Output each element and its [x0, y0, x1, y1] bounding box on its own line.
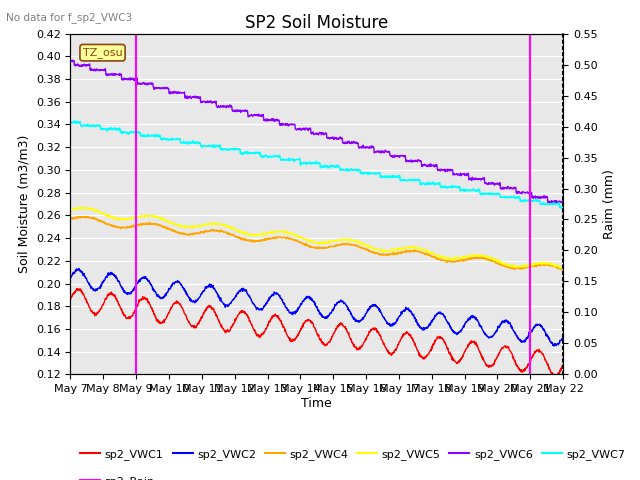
sp2_VWC5: [125, 216, 132, 221]
Line: sp2_VWC1: sp2_VWC1: [70, 288, 563, 376]
sp2_VWC4: [125, 224, 132, 229]
sp2_VWC6: [69, 57, 77, 63]
Y-axis label: Raim (mm): Raim (mm): [604, 169, 616, 239]
sp2_VWC5: [286, 230, 294, 236]
sp2_VWC2: [67, 275, 74, 280]
sp2_VWC6: [559, 199, 567, 204]
sp2_VWC5: [559, 266, 567, 272]
sp2_VWC2: [105, 272, 113, 278]
sp2_VWC5: [276, 228, 284, 234]
sp2_VWC1: [105, 292, 113, 298]
sp2_VWC4: [348, 242, 355, 248]
Line: sp2_VWC6: sp2_VWC6: [70, 60, 563, 204]
sp2_VWC1: [125, 316, 132, 322]
sp2_VWC5: [105, 215, 113, 220]
sp2_VWC7: [105, 125, 113, 131]
Line: sp2_VWC5: sp2_VWC5: [70, 207, 563, 269]
sp2_VWC6: [276, 122, 284, 128]
sp2_VWC7: [276, 153, 284, 159]
sp2_VWC7: [70, 118, 78, 124]
sp2_VWC7: [286, 157, 294, 163]
sp2_VWC4: [559, 267, 567, 273]
sp2_VWC2: [276, 292, 284, 298]
Text: TZ_osu: TZ_osu: [83, 47, 122, 58]
sp2_VWC1: [348, 336, 355, 342]
sp2_VWC5: [80, 204, 88, 210]
sp2_VWC1: [276, 316, 284, 322]
sp2_VWC2: [286, 310, 294, 315]
sp2_VWC2: [125, 290, 132, 296]
sp2_VWC2: [550, 343, 557, 349]
sp2_VWC4: [286, 236, 294, 241]
sp2_VWC7: [295, 156, 303, 162]
sp2_VWC4: [105, 222, 113, 228]
sp2_VWC4: [295, 239, 303, 245]
sp2_VWC6: [67, 59, 74, 64]
sp2_VWC6: [125, 75, 132, 81]
sp2_VWC5: [295, 234, 303, 240]
sp2_VWC4: [559, 268, 566, 274]
sp2_VWC2: [559, 334, 567, 340]
sp2_VWC4: [82, 214, 90, 219]
sp2_VWC6: [348, 140, 355, 145]
sp2_VWC6: [559, 201, 566, 206]
sp2_VWC5: [67, 207, 74, 213]
Line: sp2_VWC4: sp2_VWC4: [70, 216, 563, 271]
sp2_VWC6: [286, 121, 294, 127]
X-axis label: Time: Time: [301, 397, 332, 410]
sp2_VWC7: [557, 205, 565, 211]
sp2_VWC1: [551, 373, 559, 379]
sp2_VWC2: [295, 305, 303, 311]
Line: sp2_VWC2: sp2_VWC2: [70, 268, 563, 346]
sp2_VWC2: [348, 311, 355, 316]
Y-axis label: Soil Moisture (m3/m3): Soil Moisture (m3/m3): [17, 135, 30, 273]
sp2_VWC4: [67, 217, 74, 223]
sp2_VWC5: [348, 237, 355, 243]
Line: sp2_VWC7: sp2_VWC7: [70, 121, 563, 208]
Legend: sp2_Rain: sp2_Rain: [76, 472, 159, 480]
Text: No data for f_sp2_VWC3: No data for f_sp2_VWC3: [6, 12, 132, 23]
sp2_VWC6: [295, 127, 303, 132]
sp2_VWC7: [125, 130, 132, 136]
sp2_VWC1: [73, 286, 81, 291]
sp2_VWC7: [559, 204, 567, 210]
sp2_VWC1: [295, 331, 303, 336]
sp2_VWC7: [67, 119, 74, 124]
sp2_VWC6: [105, 72, 113, 78]
sp2_VWC1: [286, 338, 294, 344]
Title: SP2 Soil Moisture: SP2 Soil Moisture: [245, 14, 388, 32]
sp2_VWC1: [67, 296, 74, 302]
sp2_VWC1: [559, 362, 567, 368]
sp2_VWC4: [276, 234, 284, 240]
sp2_VWC2: [75, 265, 83, 271]
sp2_VWC7: [348, 166, 355, 171]
